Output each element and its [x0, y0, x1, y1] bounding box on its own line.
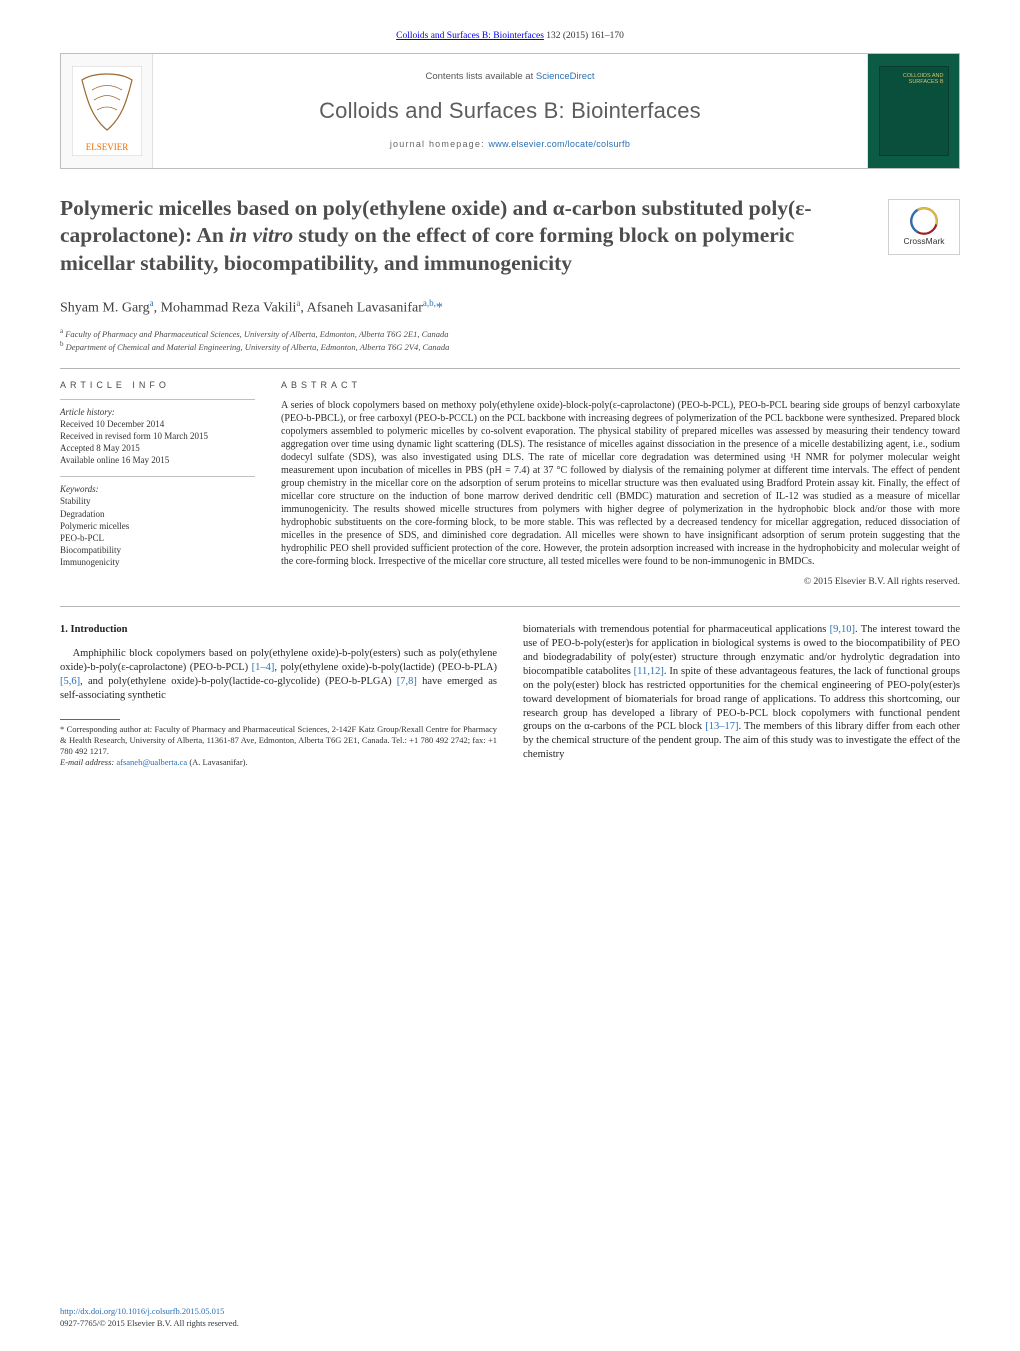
keyword-line: Polymeric micelles [60, 520, 255, 532]
affiliation-line: b Department of Chemical and Material En… [60, 340, 960, 353]
history-line: Received 10 December 2014 [60, 418, 255, 430]
abstract-col: ABSTRACT A series of block copolymers ba… [281, 379, 960, 589]
email-suffix: (A. Lavasanifar). [187, 757, 247, 767]
running-header-rest: 132 (2015) 161–170 [544, 31, 624, 41]
keyword-line: PEO-b-PCL [60, 532, 255, 544]
rule-top [60, 368, 960, 369]
abstract-copyright: © 2015 Elsevier B.V. All rights reserved… [281, 576, 960, 589]
cover-text: COLLOIDS AND SURFACES B [884, 73, 944, 85]
homepage-link[interactable]: www.elsevier.com/locate/colsurfb [489, 139, 631, 149]
history-label: Article history: [60, 406, 255, 418]
section-heading-intro: 1. Introduction [60, 623, 497, 637]
corresponding-footnote: * Corresponding author at: Faculty of Ph… [60, 724, 497, 768]
history-line: Received in revised form 10 March 2015 [60, 430, 255, 442]
body-col-right: biomaterials with tremendous potential f… [523, 623, 960, 767]
journal-cover-box: COLLOIDS AND SURFACES B [867, 54, 959, 168]
abstract-text: A series of block copolymers based on me… [281, 399, 960, 568]
journal-name: Colloids and Surfaces B: Biointerfaces [319, 96, 701, 126]
page-footer: http://dx.doi.org/10.1016/j.colsurfb.201… [60, 1306, 960, 1329]
article-info-col: ARTICLE INFO Article history: Received 1… [60, 379, 255, 589]
contents-prefix: Contents lists available at [426, 71, 536, 82]
keywords-label: Keywords: [60, 483, 255, 495]
homepage-label: journal homepage: [390, 139, 489, 149]
abstract-head: ABSTRACT [281, 379, 960, 391]
info-abstract-row: ARTICLE INFO Article history: Received 1… [60, 379, 960, 589]
authors: Shyam M. Garga, Mohammad Reza Vakilia, A… [60, 297, 960, 319]
article-title: Polymeric micelles based on poly(ethylen… [60, 195, 868, 278]
sciencedirect-link[interactable]: ScienceDirect [536, 71, 595, 82]
keyword-line: Biocompatibility [60, 544, 255, 556]
keyword-line: Immunogenicity [60, 556, 255, 568]
history-line: Available online 16 May 2015 [60, 454, 255, 466]
body-col-left: 1. Introduction Amphiphilic block copoly… [60, 623, 497, 767]
crossmark-label: CrossMark [903, 236, 944, 247]
affiliation-line: a Faculty of Pharmacy and Pharmaceutical… [60, 327, 960, 340]
intro-para-left: Amphiphilic block copolymers based on po… [60, 647, 497, 702]
running-header-link[interactable]: Colloids and Surfaces B: Biointerfaces [396, 31, 544, 41]
contents-line: Contents lists available at ScienceDirec… [426, 71, 595, 84]
title-row: Polymeric micelles based on poly(ethylen… [60, 195, 960, 278]
doi-link[interactable]: http://dx.doi.org/10.1016/j.colsurfb.201… [60, 1306, 224, 1316]
homepage-line: journal homepage: www.elsevier.com/locat… [390, 138, 630, 150]
keyword-line: Stability [60, 495, 255, 507]
svg-text:ELSEVIER: ELSEVIER [85, 142, 128, 152]
history-block: Received 10 December 2014Received in rev… [60, 418, 255, 467]
email-link[interactable]: afsaneh@ualberta.ca [116, 757, 187, 767]
rule-bottom [60, 606, 960, 607]
intro-para-right: biomaterials with tremendous potential f… [523, 623, 960, 762]
affiliations: a Faculty of Pharmacy and Pharmaceutical… [60, 327, 960, 354]
masthead: ELSEVIER Contents lists available at Sci… [60, 53, 960, 169]
article-info-head: ARTICLE INFO [60, 379, 255, 391]
info-rule-2 [60, 476, 255, 477]
corr-text: * Corresponding author at: Faculty of Ph… [60, 724, 497, 757]
crossmark-badge[interactable]: CrossMark [888, 199, 960, 255]
running-header: Colloids and Surfaces B: Biointerfaces 1… [60, 30, 960, 43]
issn-line: 0927-7765/© 2015 Elsevier B.V. All right… [60, 1318, 239, 1328]
crossmark-icon [909, 206, 939, 236]
keyword-line: Degradation [60, 508, 255, 520]
publisher-logo-box: ELSEVIER [61, 54, 153, 168]
body-columns: 1. Introduction Amphiphilic block copoly… [60, 623, 960, 767]
footnote-rule [60, 719, 120, 720]
email-label: E-mail address: [60, 757, 116, 767]
history-line: Accepted 8 May 2015 [60, 442, 255, 454]
masthead-center: Contents lists available at ScienceDirec… [153, 54, 867, 168]
keywords-block: StabilityDegradationPolymeric micellesPE… [60, 495, 255, 568]
info-rule-1 [60, 399, 255, 400]
elsevier-logo-icon: ELSEVIER [72, 66, 142, 156]
journal-cover-icon: COLLOIDS AND SURFACES B [879, 66, 949, 156]
